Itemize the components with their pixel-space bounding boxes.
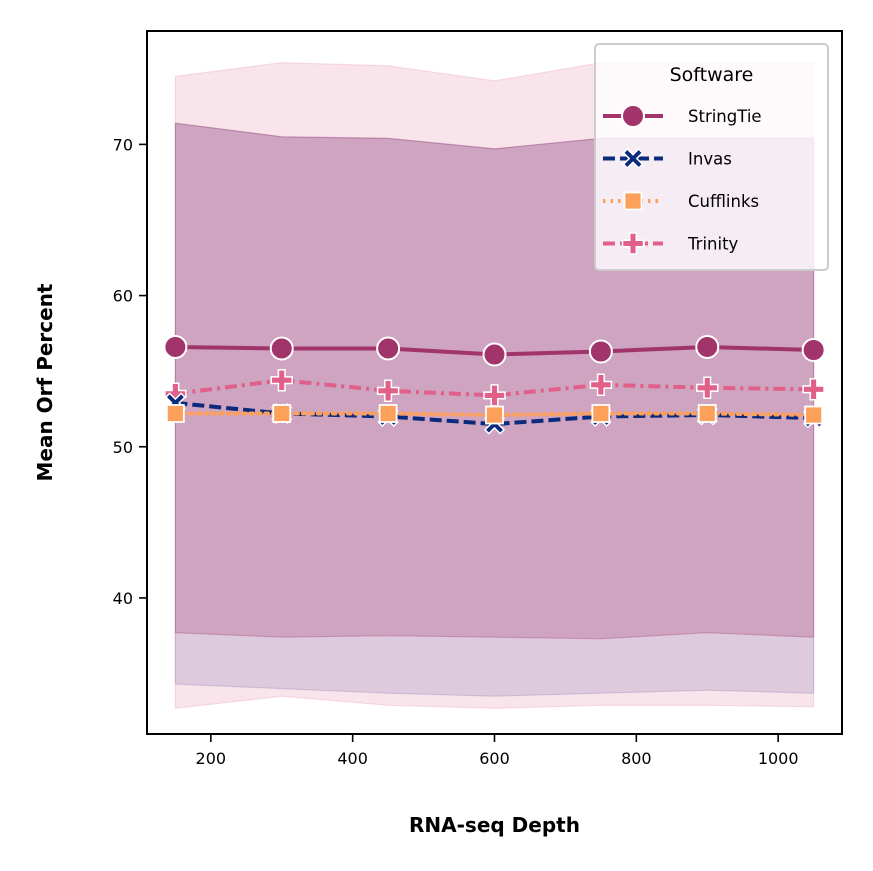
legend-title: Software xyxy=(670,64,754,86)
legend: Software StringTie Invas Cufflinks Trinity xyxy=(594,43,829,271)
point-cufflinks xyxy=(804,405,824,425)
y-axis-title: Mean Orf Percent xyxy=(33,283,57,481)
legend-label: StringTie xyxy=(688,107,762,126)
point-stringtie xyxy=(588,339,613,364)
y-axis-ticks: 40 50 60 70 xyxy=(113,135,147,608)
point-cufflinks xyxy=(591,404,611,423)
point-cufflinks xyxy=(697,404,717,423)
legend-label: Cufflinks xyxy=(688,192,759,211)
y-tick-label: 60 xyxy=(113,287,133,306)
legend-label: Trinity xyxy=(687,235,739,254)
points-stringtie xyxy=(163,334,826,367)
legend-item-invas: Invas xyxy=(603,147,732,170)
points-trinity xyxy=(164,368,825,407)
x-tick-label: 400 xyxy=(337,749,368,768)
point-cufflinks xyxy=(272,404,292,423)
legend-marker xyxy=(622,147,644,170)
x-axis-ticks: 200 400 600 800 1000 xyxy=(196,734,799,768)
y-tick-label: 70 xyxy=(113,135,133,154)
legend-marker xyxy=(621,232,645,255)
point-cufflinks xyxy=(485,405,504,425)
x-tick-label: 1000 xyxy=(758,749,799,768)
legend-marker xyxy=(621,104,645,128)
x-axis-title: RNA-seq Depth xyxy=(409,813,580,837)
point-stringtie xyxy=(163,334,188,359)
point-stringtie xyxy=(376,336,401,361)
legend-items: StringTie Invas Cufflinks Trinity xyxy=(603,104,762,255)
point-trinity xyxy=(696,376,719,400)
point-trinity xyxy=(376,379,400,403)
legend-item-cufflinks: Cufflinks xyxy=(603,191,759,211)
y-tick-label: 40 xyxy=(113,589,133,608)
point-stringtie xyxy=(801,337,826,362)
y-tick-label: 50 xyxy=(113,438,133,457)
series-markers xyxy=(163,334,826,435)
point-trinity xyxy=(802,378,825,401)
x-tick-label: 800 xyxy=(621,749,652,768)
point-trinity xyxy=(270,368,293,392)
points-cufflinks xyxy=(165,404,824,425)
x-tick-label: 600 xyxy=(479,749,510,768)
legend-label: Invas xyxy=(688,150,732,169)
legend-item-trinity: Trinity xyxy=(603,232,739,255)
point-cufflinks xyxy=(378,404,398,423)
x-tick-label: 200 xyxy=(196,749,227,768)
legend-marker xyxy=(623,191,643,211)
point-cufflinks xyxy=(165,404,185,423)
point-stringtie xyxy=(482,342,507,367)
point-trinity xyxy=(589,373,613,397)
point-stringtie xyxy=(695,334,720,359)
legend-item-stringtie: StringTie xyxy=(603,104,762,128)
legend-box xyxy=(594,43,829,271)
point-stringtie xyxy=(269,336,294,361)
